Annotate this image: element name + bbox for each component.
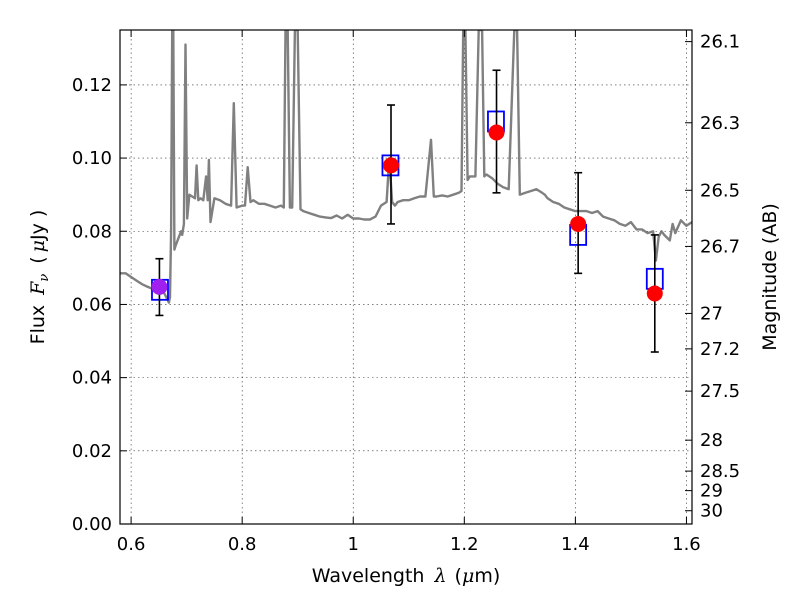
observed-point [383,157,400,174]
y2-tick-label: 27.2 [700,339,740,360]
y2-tick-label: 30 [700,501,723,522]
x-axis-label: Wavelength λ (μm) [312,565,500,587]
y2-tick-label: 26.5 [700,180,740,201]
y-tick-label: 0.00 [72,514,112,535]
x-tick-label: 1.4 [561,534,590,555]
model-spectrum-line [120,30,692,304]
plot-background [120,30,692,524]
observed-point [646,285,663,302]
y-tick-label: 0.08 [72,221,112,242]
y2-tick-label: 26.3 [700,113,740,134]
data-series [120,30,692,353]
observed-point [151,278,168,295]
observed-point [488,124,505,141]
y2-tick-label: 27 [700,303,723,324]
axis-ticks: 0.6 0.8 1 1.2 1.4 1.6 0.00 0.02 0.04 0.06 0.08 0.10… [72,30,740,555]
y2-tick-label: 29 [700,481,723,502]
y-tick-label: 0.04 [72,368,112,389]
x-tick-label: 0.8 [228,534,257,555]
y-tick-label: 0.12 [72,75,112,96]
plot-frame [119,29,693,525]
y-axis-label: FluxFν(μJy ) [27,210,52,345]
y2-tick-label: 26.1 [700,32,740,53]
y2-tick-label: 26.7 [700,236,740,257]
y-tick-label: 0.10 [72,148,112,169]
y2-tick-label: 27.5 [700,381,740,402]
x-tick-label: 1 [348,534,359,555]
y-tick-label: 0.02 [72,441,112,462]
x-tick-label: 0.6 [117,534,146,555]
y2-axis-label: Magnitude (AB) [759,203,781,351]
y-tick-label: 0.06 [72,294,112,315]
y2-tick-label: 28.5 [700,461,740,482]
y2-tick-label: 28 [700,430,723,451]
observed-point [570,215,587,232]
x-tick-label: 1.6 [672,534,701,555]
x-tick-label: 1.2 [450,534,479,555]
